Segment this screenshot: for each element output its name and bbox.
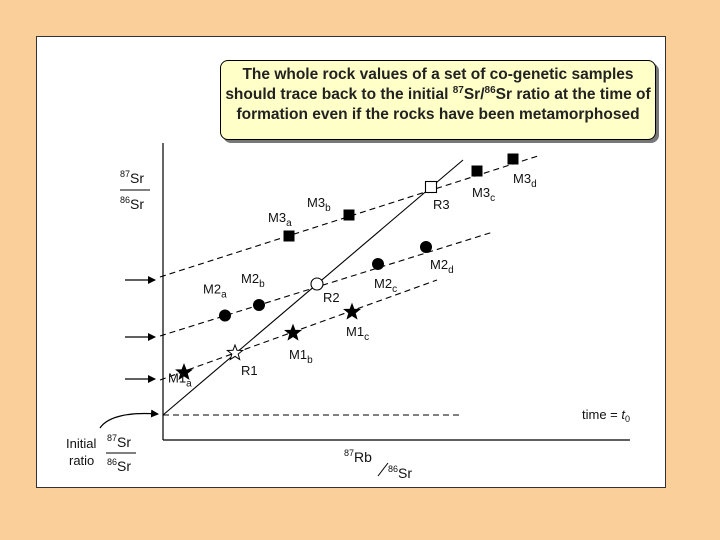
plot-layer: M1a M1b M1c M2a M2b M2c M2d M3a M3b M3c M3d R1 R2 R3: [159, 153, 542, 416]
point-label-r3: R3: [433, 197, 450, 212]
point-label-m2a: M2a: [203, 282, 227, 301]
initial-ratio-denominator: 86Sr: [107, 457, 131, 474]
star-marker-m1a: [175, 362, 193, 381]
point-label-m2b: M2b: [241, 271, 265, 290]
point-label-m3a: M3a: [268, 210, 292, 229]
square-marker-m3b: [343, 209, 355, 221]
x-axis-fraction-slash: [377, 462, 389, 477]
y-axis-label-numerator: 87Sr: [120, 169, 144, 186]
mineral-isochron-line-m2: [159, 231, 494, 337]
square-marker-m3c: [471, 165, 483, 177]
circle-marker-m2b: [253, 299, 265, 311]
circle-marker-m2c: [372, 258, 384, 270]
point-label-m2d: M2d: [430, 257, 454, 276]
caption-line-3: formation even if the rocks have been me…: [236, 106, 640, 123]
point-label-m1b: M1b: [289, 347, 313, 366]
initial-ratio-label-line2: ratio: [69, 453, 94, 468]
initial-ratio-label-line1: Initial: [66, 436, 96, 451]
open-circle-marker-r2: [310, 277, 324, 291]
circle-marker-m2d: [420, 241, 432, 253]
time-label: time = t0: [582, 407, 630, 424]
initial-ratio-arrow: [99, 409, 159, 429]
initial-ratio-numerator: 87Sr: [107, 433, 131, 450]
point-label-m1a: M1a: [168, 370, 192, 389]
point-label-m1c: M1c: [346, 324, 369, 343]
point-label-r2: R2: [323, 290, 340, 305]
open-square-marker-r3: [424, 180, 438, 194]
x-axis-label-numerator: 87Rb: [344, 448, 372, 465]
star-marker-m1b: [284, 323, 302, 341]
caption-box: The whole rock values of a set of co-gen…: [220, 60, 656, 140]
point-label-m3d: M3d: [513, 171, 537, 190]
point-label-m3c: M3c: [472, 185, 495, 204]
circle-marker-m2a: [219, 309, 231, 322]
x-axis-label-denominator: 86Sr: [388, 464, 412, 481]
square-marker-m3a: [283, 230, 295, 242]
point-label-r1: R1: [241, 363, 258, 378]
y-axis-label-denominator: 86Sr: [120, 195, 144, 212]
point-label-m2c: M2c: [374, 276, 397, 295]
caption-line-2: should trace back to the initial 87Sr/86…: [225, 85, 651, 104]
caption-line-1: The whole rock values of a set of co-gen…: [242, 66, 634, 83]
square-marker-m3d: [507, 153, 519, 165]
open-star-marker-r1: [226, 343, 244, 361]
star-marker-m1c: [343, 302, 361, 320]
mineral-isochron-line-m1: [159, 279, 438, 381]
point-label-m3b: M3b: [307, 195, 331, 214]
